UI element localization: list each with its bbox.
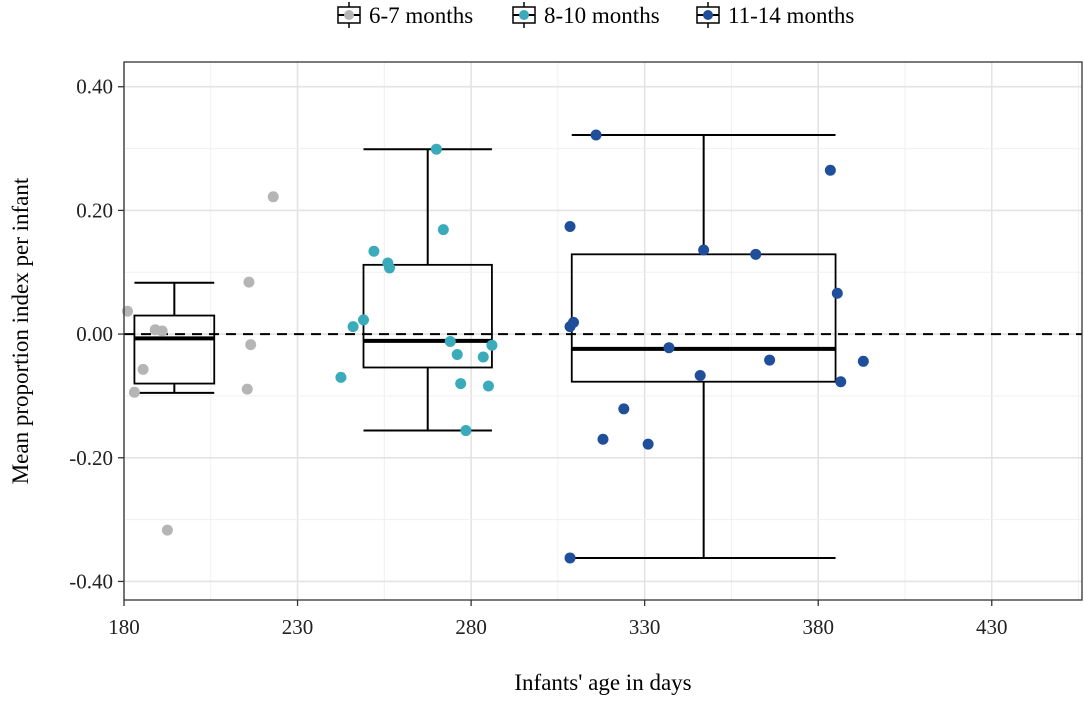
data-point xyxy=(245,339,257,351)
x-tick-label: 180 xyxy=(108,615,140,639)
x-tick-label: 230 xyxy=(282,615,314,639)
legend-key-point xyxy=(344,10,354,20)
data-point xyxy=(335,371,347,383)
y-axis: 0.40 0.20 0.00 -0.20 -0.40 xyxy=(69,75,124,593)
box-iqr xyxy=(133,314,216,385)
panel-background xyxy=(124,62,1082,600)
y-tick-label: -0.40 xyxy=(69,569,113,593)
data-point xyxy=(750,248,762,260)
legend-item: 8-10 months xyxy=(512,2,660,28)
data-point xyxy=(663,342,675,354)
data-point xyxy=(347,321,359,333)
data-point xyxy=(267,191,279,203)
data-point xyxy=(384,262,396,274)
data-point xyxy=(694,370,706,382)
plot-panel xyxy=(121,61,1083,601)
data-point xyxy=(444,336,456,348)
data-point xyxy=(460,425,472,437)
data-point xyxy=(477,351,489,363)
x-tick-label: 280 xyxy=(455,615,487,639)
data-point xyxy=(430,143,442,155)
legend: 6-7 months 8-10 months 11-14 months xyxy=(337,2,854,28)
data-point xyxy=(835,376,847,388)
y-tick-label: 0.00 xyxy=(76,322,113,346)
y-axis-title: Mean proportion index per infant xyxy=(8,177,33,484)
data-point xyxy=(764,354,776,366)
data-point xyxy=(824,164,836,176)
data-point xyxy=(564,552,576,564)
data-point xyxy=(358,314,369,326)
boxplot-6-7-months xyxy=(133,281,216,394)
boxplot-8-10-months xyxy=(362,148,493,432)
grid xyxy=(123,62,1082,600)
legend-label: 8-10 months xyxy=(544,3,660,28)
data-point xyxy=(455,378,467,390)
data-point xyxy=(241,383,253,395)
data-point xyxy=(597,433,609,445)
data-point xyxy=(831,287,843,299)
data-point xyxy=(243,276,255,288)
legend-label: 11-14 months xyxy=(728,3,854,28)
y-tick-label: 0.20 xyxy=(76,198,113,222)
legend-item: 11-14 months xyxy=(696,2,854,28)
x-axis: 180 230 280 330 380 430 xyxy=(108,600,1008,639)
data-point xyxy=(618,403,630,415)
data-point xyxy=(482,380,494,392)
data-point xyxy=(567,316,579,328)
data-point xyxy=(156,325,168,337)
data-point xyxy=(642,438,654,450)
x-axis-title: Infants' age in days xyxy=(514,670,691,695)
panel-border xyxy=(123,61,1083,601)
data-point xyxy=(564,220,576,232)
data-point xyxy=(137,363,149,375)
data-point xyxy=(437,224,449,236)
legend-key-point xyxy=(703,10,713,20)
data-point xyxy=(486,339,498,351)
legend-item: 6-7 months xyxy=(337,2,473,28)
y-tick-label: -0.20 xyxy=(69,446,113,470)
data-point xyxy=(368,245,380,257)
boxplots xyxy=(133,133,837,559)
data-point xyxy=(121,305,133,317)
x-tick-label: 330 xyxy=(629,615,661,639)
x-tick-label: 380 xyxy=(802,615,834,639)
data-point xyxy=(857,355,869,367)
boxplot-11-14-months xyxy=(570,133,837,559)
y-tick-label: 0.40 xyxy=(76,75,113,99)
data-points xyxy=(121,129,869,564)
data-point xyxy=(161,524,173,536)
legend-key-point xyxy=(519,10,529,20)
data-point xyxy=(590,129,602,141)
data-point xyxy=(451,348,463,360)
x-tick-label: 430 xyxy=(976,615,1008,639)
legend-label: 6-7 months xyxy=(369,3,473,28)
data-point xyxy=(698,244,710,256)
data-point xyxy=(128,386,140,398)
